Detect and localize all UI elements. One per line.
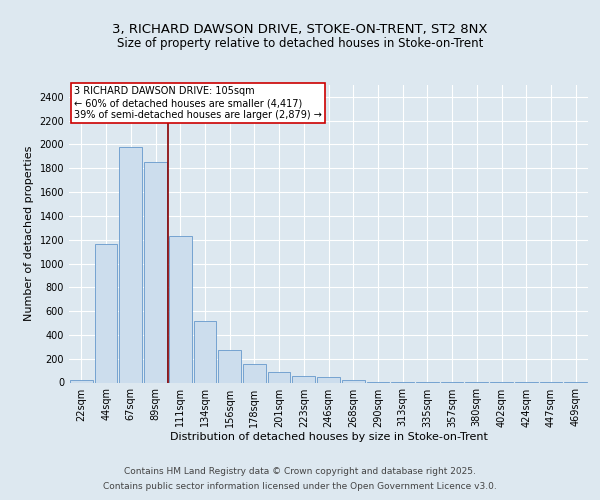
Text: Contains HM Land Registry data © Crown copyright and database right 2025.: Contains HM Land Registry data © Crown c… <box>124 467 476 476</box>
Bar <box>119 148 142 382</box>
Bar <box>70 380 93 382</box>
Bar <box>144 162 167 382</box>
Bar <box>268 372 290 382</box>
Text: 3 RICHARD DAWSON DRIVE: 105sqm
← 60% of detached houses are smaller (4,417)
39% : 3 RICHARD DAWSON DRIVE: 105sqm ← 60% of … <box>74 86 322 120</box>
Bar <box>342 380 365 382</box>
Bar <box>95 244 118 382</box>
Bar <box>292 376 315 382</box>
Bar <box>243 364 266 382</box>
Bar <box>194 320 216 382</box>
Text: Contains public sector information licensed under the Open Government Licence v3: Contains public sector information licen… <box>103 482 497 491</box>
Bar <box>169 236 191 382</box>
Text: Size of property relative to detached houses in Stoke-on-Trent: Size of property relative to detached ho… <box>117 38 483 51</box>
Bar <box>317 377 340 382</box>
X-axis label: Distribution of detached houses by size in Stoke-on-Trent: Distribution of detached houses by size … <box>170 432 487 442</box>
Y-axis label: Number of detached properties: Number of detached properties <box>24 146 34 322</box>
Bar <box>218 350 241 382</box>
Text: 3, RICHARD DAWSON DRIVE, STOKE-ON-TRENT, ST2 8NX: 3, RICHARD DAWSON DRIVE, STOKE-ON-TRENT,… <box>112 22 488 36</box>
